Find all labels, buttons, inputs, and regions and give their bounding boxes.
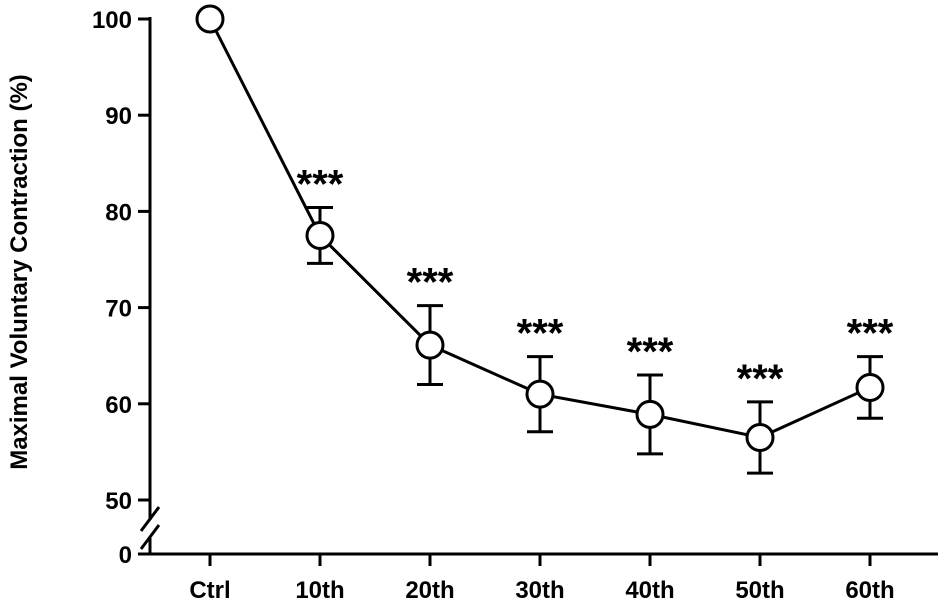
y-tick-label: 70 [105, 296, 132, 323]
y-tick-label: 100 [92, 7, 132, 34]
significance-label: *** [627, 330, 674, 374]
x-tick-label: 40th [625, 577, 674, 604]
series-group: *** *** *** *** *** *** [195, 4, 894, 475]
x-tick-label: 60th [845, 577, 894, 604]
data-point [195, 4, 225, 34]
y-tick-label: 50 [105, 488, 132, 515]
y-axis-break-mark [139, 524, 161, 550]
x-tick-label: 50th [735, 577, 784, 604]
significance-label: *** [517, 312, 564, 356]
y-tick-label: 0 [119, 542, 132, 569]
x-tick-label: 10th [295, 577, 344, 604]
data-point [635, 399, 665, 429]
axes [139, 17, 938, 556]
y-axis-title: Maximal Voluntary Contraction (%) [6, 74, 33, 470]
y-axis-break-mark [139, 506, 161, 532]
data-point [305, 220, 335, 250]
x-tick-label: 30th [515, 577, 564, 604]
data-point [745, 422, 775, 452]
data-point [525, 379, 555, 409]
significance-label: *** [847, 312, 894, 356]
y-tick-label: 90 [105, 103, 132, 130]
x-tick-label: Ctrl [189, 577, 230, 604]
significance-label: *** [737, 357, 784, 401]
y-tick-label: 80 [105, 199, 132, 226]
x-tick-label: 20th [405, 577, 454, 604]
data-point [415, 330, 445, 360]
x-axis-ticks: Ctrl 10th 20th 30th 40th 50th 60th [189, 554, 895, 604]
y-axis-ticks: 0 50 60 70 80 90 100 [92, 7, 150, 569]
y-tick-label: 60 [105, 392, 132, 419]
data-point [855, 372, 885, 402]
significance-label: *** [297, 163, 344, 207]
significance-label: *** [407, 261, 454, 305]
